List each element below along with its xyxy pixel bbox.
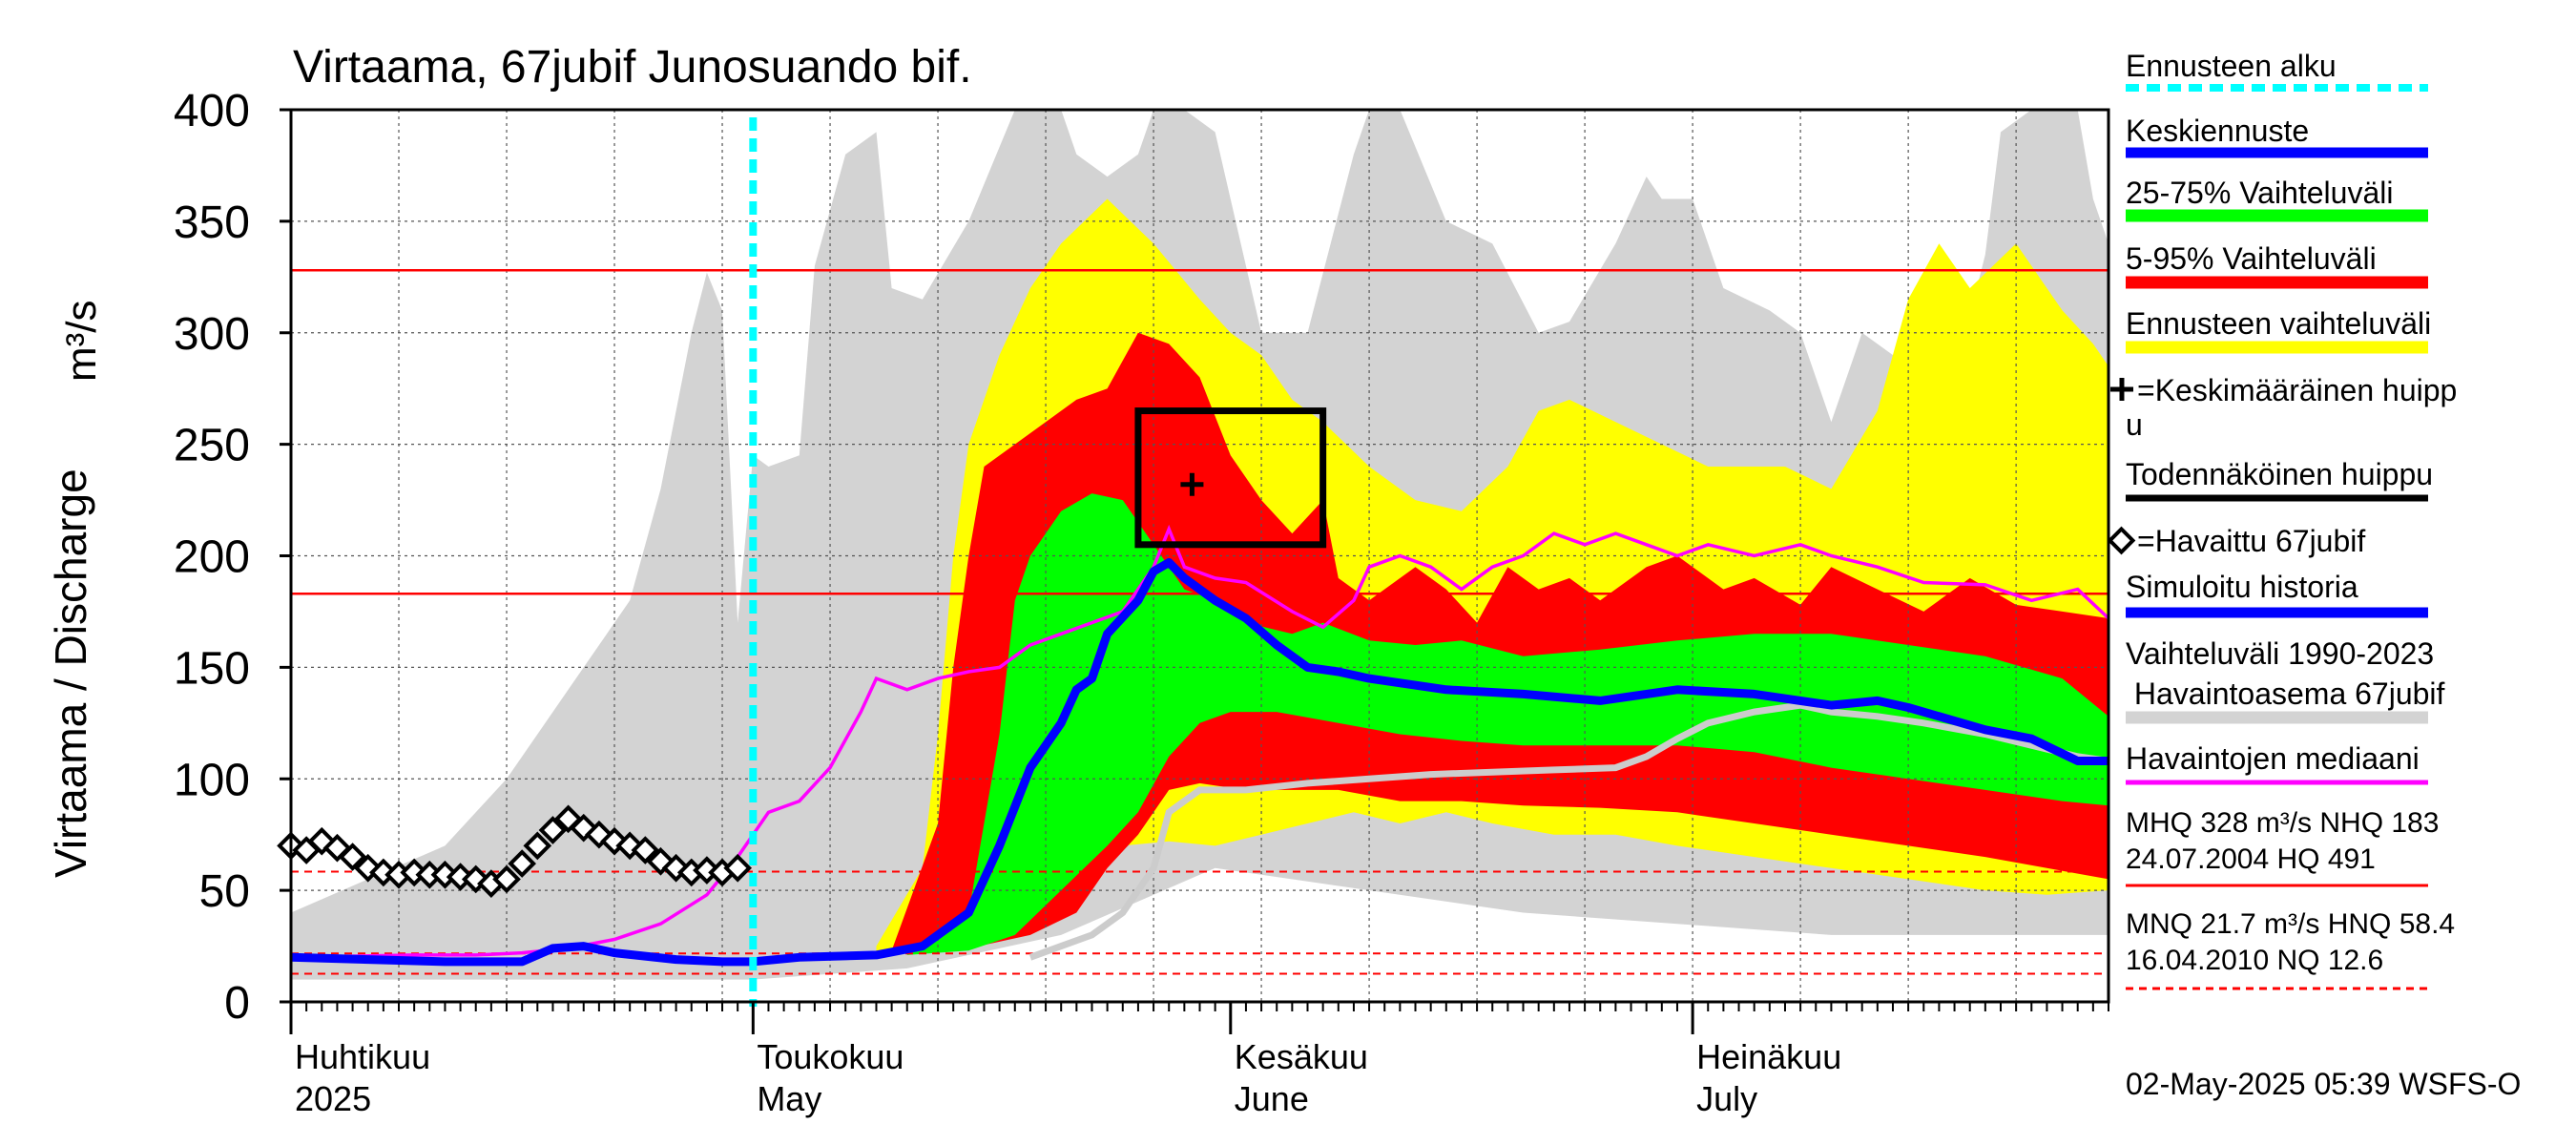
legend-observed-label: =Havaittu 67jubif bbox=[2137, 524, 2365, 558]
legend-forecast-start-label: Ennusteen alku bbox=[2126, 49, 2337, 83]
observed-point bbox=[322, 833, 352, 863]
x-month-sublabel: 2025 bbox=[295, 1079, 371, 1118]
y-tick-label: 300 bbox=[174, 309, 250, 360]
legend-mean-peak-label-cont: u bbox=[2126, 407, 2143, 442]
x-month-sublabel: May bbox=[757, 1079, 821, 1118]
observed-point bbox=[523, 831, 552, 861]
y-axis-unit: m³/s bbox=[58, 300, 105, 382]
x-month-label: Huhtikuu bbox=[295, 1037, 430, 1076]
y-axis-label: Virtaama / Discharge bbox=[46, 468, 95, 878]
legend-stats-low-1: MNQ 21.7 m³/s HNQ 58.4 bbox=[2126, 908, 2455, 940]
legend-simulated-label: Simuloitu historia bbox=[2126, 570, 2358, 604]
median-line bbox=[290, 524, 2110, 960]
x-month-sublabel: July bbox=[1696, 1079, 1757, 1118]
legend-stats-high-2: 24.07.2004 HQ 491 bbox=[2126, 843, 2376, 875]
x-month-sublabel: June bbox=[1235, 1079, 1309, 1118]
x-month-label: Heinäkuu bbox=[1696, 1037, 1841, 1076]
y-tick-label: 0 bbox=[224, 978, 250, 1029]
legend-mean-forecast-label: Keskiennuste bbox=[2126, 114, 2309, 148]
legend-range-25-75-label: 25-75% Vaihteluväli bbox=[2126, 176, 2393, 210]
legend-mean-peak-icon bbox=[2110, 378, 2133, 401]
observed-point bbox=[508, 849, 536, 878]
x-month-label: Toukokuu bbox=[757, 1037, 904, 1076]
y-tick-label: 150 bbox=[174, 643, 250, 694]
observed-point bbox=[723, 853, 753, 883]
legend-forecast-range-label: Ennusteen vaihteluväli bbox=[2126, 306, 2431, 341]
legend-observed-icon bbox=[2107, 526, 2136, 555]
series-layer bbox=[277, 117, 2110, 1007]
observed-point bbox=[631, 836, 660, 864]
legend: Ennusteen alku Keskiennuste 25-75% Vaiht… bbox=[2107, 49, 2457, 990]
y-tick-label: 350 bbox=[174, 198, 250, 248]
legend-median-label: Havaintojen mediaani bbox=[2126, 741, 2420, 776]
observed-point bbox=[461, 864, 490, 894]
grid-layer bbox=[291, 110, 2109, 1002]
observed-point bbox=[585, 820, 613, 849]
legend-range-5-95-label: 5-95% Vaihteluväli bbox=[2126, 241, 2377, 276]
x-month-label: Kesäkuu bbox=[1235, 1037, 1368, 1076]
y-tick-label: 250 bbox=[174, 421, 250, 471]
mean-peak-marker bbox=[1180, 472, 1204, 496]
legend-history-range-station: Havaintoasema 67jubif bbox=[2126, 677, 2445, 711]
y-tick-label: 200 bbox=[174, 532, 250, 583]
observed-point bbox=[338, 843, 367, 871]
legend-probable-peak-label: Todennäköinen huippu bbox=[2126, 457, 2433, 491]
station-history-line bbox=[1028, 701, 2109, 961]
observed-point bbox=[492, 864, 521, 894]
y-tick-label: 50 bbox=[199, 866, 250, 917]
legend-stats-low-2: 16.04.2010 NQ 12.6 bbox=[2126, 945, 2383, 976]
chart-title: Virtaama, 67jubif Junosuando bif. bbox=[293, 42, 972, 93]
observed-point bbox=[661, 853, 691, 883]
legend-history-range-label: Vaihteluväli 1990-2023 bbox=[2126, 636, 2434, 671]
mean-forecast-line bbox=[290, 558, 2109, 967]
range-25-75-band bbox=[906, 493, 2109, 955]
y-tick-label: 100 bbox=[174, 755, 250, 805]
legend-stats-high-1: MHQ 328 m³/s NHQ 183 bbox=[2126, 807, 2439, 839]
probable-peak-box bbox=[1134, 407, 1327, 549]
range-5-95-band bbox=[891, 332, 2109, 953]
footer-timestamp: 02-May-2025 05:39 WSFS-O bbox=[2126, 1067, 2521, 1101]
y-axis: 0 50 100 150 200 250 300 350 400 bbox=[174, 86, 291, 1029]
legend-mean-peak-label: =Keskimääräinen huipp bbox=[2137, 373, 2457, 407]
observed-point bbox=[538, 816, 568, 844]
y-tick-label: 400 bbox=[174, 86, 250, 136]
